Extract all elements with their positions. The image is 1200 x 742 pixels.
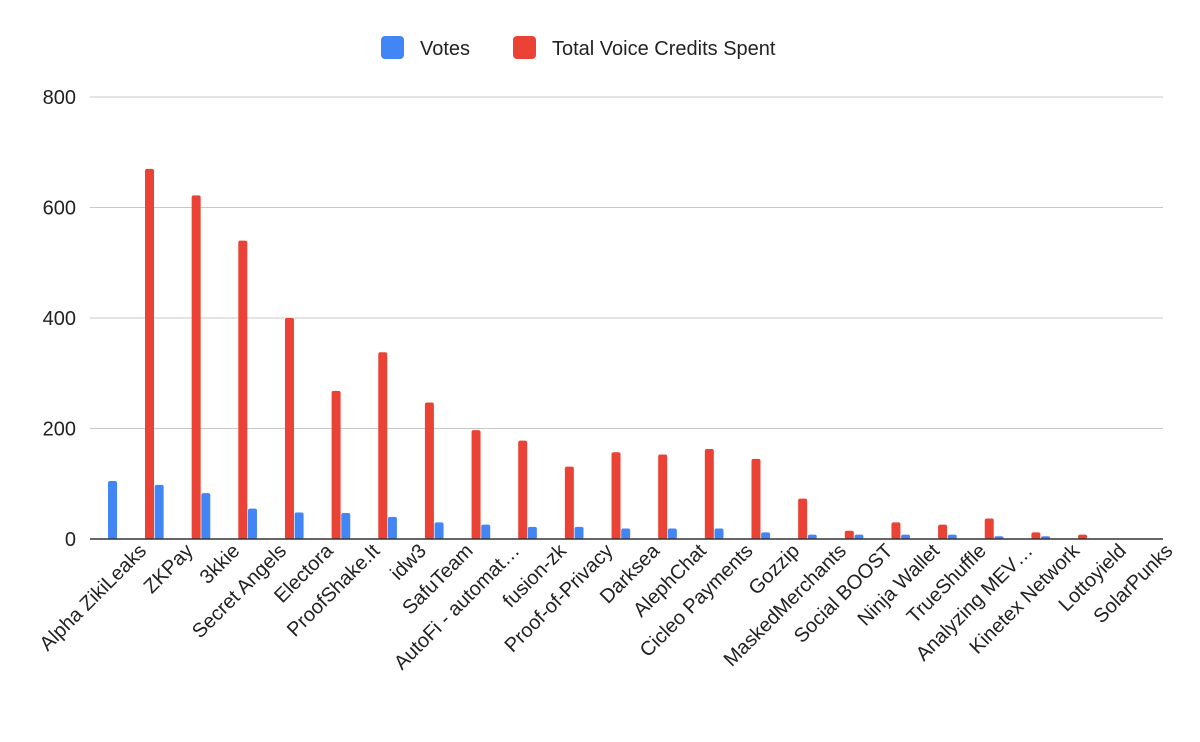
- x-category-label: ZKPay: [140, 540, 198, 598]
- credits-bar: [658, 454, 668, 539]
- credits-bar: [1031, 532, 1041, 539]
- y-tick-label: 800: [43, 87, 76, 109]
- legend-label: Total Voice Credits Spent: [552, 38, 776, 60]
- legend-label: Votes: [420, 38, 470, 60]
- y-tick-label: 400: [43, 308, 76, 330]
- votes-bar: [807, 534, 817, 539]
- y-tick-label: 600: [43, 198, 76, 220]
- credits-bar: [938, 524, 948, 539]
- votes-bar: [714, 528, 724, 539]
- credits-bar: [984, 518, 994, 539]
- credits-bar: [611, 452, 621, 539]
- votes-bar: [154, 484, 164, 539]
- credits-bar: [191, 195, 201, 539]
- credits-bar: [1078, 534, 1088, 539]
- credits-bar: [284, 318, 294, 539]
- y-axis-ticks: 0 200 400 600 800: [43, 87, 76, 551]
- credits-bar: [471, 430, 481, 539]
- credits-bar: [564, 466, 574, 539]
- votes-bar: [108, 480, 117, 539]
- credits-bar: [145, 168, 154, 539]
- x-category-label: Alpha ZikiLeaks: [36, 540, 151, 655]
- y-tick-label: 200: [43, 419, 76, 441]
- credits-bar: [844, 530, 854, 539]
- credits-bar: [238, 240, 248, 539]
- credits-bar: [424, 402, 434, 539]
- votes-bar: [761, 532, 771, 539]
- credits-bar: [751, 458, 761, 539]
- votes-bar: [854, 534, 864, 539]
- credits-bar: [331, 390, 341, 539]
- credits-bar: [891, 522, 901, 539]
- y-tick-label: 0: [65, 529, 76, 551]
- credits-bar: [378, 352, 388, 539]
- votes-bar: [247, 508, 257, 539]
- votes-bar: [621, 528, 631, 539]
- votes-bar: [201, 493, 211, 539]
- credits-bar: [518, 440, 528, 539]
- votes-bar: [527, 526, 537, 539]
- legend-swatch: [381, 36, 404, 59]
- votes-bar: [294, 512, 304, 539]
- legend: Votes Total Voice Credits Spent: [381, 36, 776, 60]
- votes-bar: [387, 516, 397, 539]
- votes-bar: [901, 534, 911, 539]
- gridlines: [90, 96, 1163, 429]
- votes-bar: [434, 522, 444, 539]
- votes-bar: [947, 534, 957, 539]
- credits-bar: [704, 448, 714, 539]
- credits-bar: [798, 498, 808, 539]
- votes-bar: [341, 513, 351, 539]
- legend-swatch: [513, 36, 536, 59]
- votes-bar: [574, 526, 584, 539]
- votes-bar: [667, 528, 677, 539]
- bars: [108, 168, 1088, 539]
- votes-bar: [481, 524, 491, 539]
